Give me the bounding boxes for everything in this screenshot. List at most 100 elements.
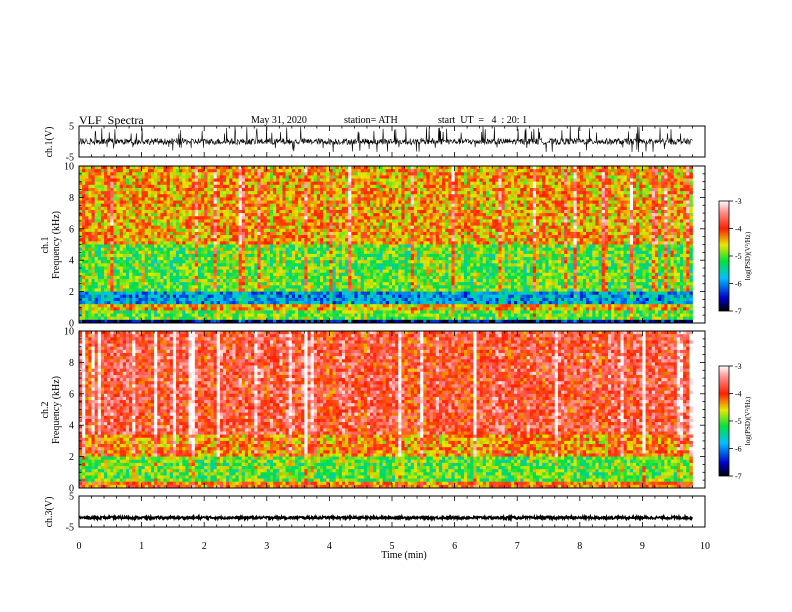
spectrogram-cell — [129, 209, 133, 214]
spectrogram-cell — [298, 216, 302, 220]
spectrogram-cell — [141, 191, 146, 195]
spectrogram-cell — [210, 172, 214, 176]
spectrogram-cell — [570, 209, 574, 214]
spectrogram-cell — [91, 216, 96, 220]
spectrogram-cell — [194, 172, 199, 176]
spectrogram-cell — [110, 191, 114, 195]
spectrogram-cell — [135, 244, 139, 249]
spectrogram-cell — [473, 194, 477, 198]
spectrogram-cell — [182, 206, 186, 211]
spectrogram-cell — [642, 178, 646, 183]
spectrogram-cell — [125, 187, 130, 192]
spectrogram-cell — [163, 235, 168, 239]
spectrogram-cell — [482, 203, 487, 208]
spectrogram-cell — [135, 178, 139, 183]
spectrogram-cell — [235, 181, 240, 186]
spectrogram-cell — [125, 184, 130, 189]
spectrogram-cell — [401, 231, 405, 236]
spectrogram-cell — [604, 175, 609, 179]
spectrogram-cell — [320, 209, 324, 214]
spectrogram-cell — [232, 187, 236, 192]
spectrogram-cell — [169, 228, 174, 233]
spectrogram-cell — [648, 203, 653, 208]
spectrogram-cell — [348, 184, 352, 189]
spectrogram-cell — [251, 216, 255, 220]
spectrogram-cell — [507, 209, 512, 214]
spectrogram-cell — [276, 187, 280, 192]
spectrogram-cell — [335, 169, 340, 173]
spectrogram-cell — [517, 222, 521, 227]
spectrogram-cell — [91, 194, 96, 198]
spectrogram-cell — [548, 172, 553, 176]
spectrogram-cell — [617, 169, 621, 173]
spectrogram-cell — [482, 228, 487, 233]
spectrogram-cell — [561, 166, 565, 170]
spectrogram-cell — [398, 219, 402, 223]
spectrogram-cell — [244, 213, 249, 217]
spectrogram-cell — [689, 166, 693, 170]
spectrogram-cell — [166, 216, 171, 220]
spectrogram-cell — [551, 231, 556, 236]
spectrogram-cell — [125, 225, 130, 230]
spectrogram-cell — [207, 172, 211, 176]
spectrogram-cell — [633, 169, 637, 173]
spectrogram-cell — [182, 203, 186, 208]
spectrogram-cell — [104, 187, 108, 192]
spectrogram-cell — [373, 231, 377, 236]
spectrogram-cell — [523, 238, 527, 242]
spectrogram-cell — [501, 213, 506, 217]
spectrogram-cell — [147, 228, 152, 233]
spectrogram-cell — [269, 169, 274, 173]
spectrogram-cell — [370, 222, 374, 227]
spectrogram-cell — [504, 235, 509, 239]
spectrogram-cell — [689, 200, 693, 205]
spectrogram-cell — [147, 172, 152, 176]
spectrogram-cell — [658, 181, 662, 186]
spectrogram-cell — [463, 191, 468, 195]
spectrogram-cell — [94, 187, 99, 192]
spectrogram-cell — [294, 172, 299, 176]
spectrogram-cell — [448, 231, 452, 236]
spectrogram-cell — [370, 191, 374, 195]
spectrogram-cell — [226, 231, 230, 236]
spectrogram-cell — [91, 169, 96, 173]
spectrogram-cell — [539, 216, 543, 220]
spectrogram-cell — [517, 194, 521, 198]
spectrogram-cell — [658, 206, 662, 211]
spectrogram-cell — [238, 241, 243, 245]
spectrogram-cell — [626, 235, 631, 239]
spectrogram-cell — [113, 191, 117, 195]
spectrogram-cell — [304, 169, 308, 173]
spectrogram-cell — [435, 241, 440, 245]
spectrogram-cell — [595, 166, 599, 170]
spectrogram-cell — [122, 172, 127, 176]
spectrogram-cell — [235, 235, 240, 239]
spectrogram-cell — [601, 213, 606, 217]
spectrogram-cell — [226, 181, 230, 186]
spectrogram-cell — [351, 184, 355, 189]
spectrogram-cell — [392, 178, 396, 183]
spectrogram-cell — [154, 200, 158, 205]
spectrogram-cell — [301, 244, 305, 249]
spectrogram-cell — [664, 238, 668, 242]
spectrogram-cell — [489, 235, 493, 239]
spectrogram-cell — [495, 166, 499, 170]
spectrogram-cell — [222, 222, 227, 227]
spectrogram-cell — [532, 235, 537, 239]
spectrogram-cell — [504, 225, 509, 230]
spectrogram-cell — [607, 235, 612, 239]
spectrogram-cell — [204, 197, 208, 201]
spectrogram-cell — [185, 175, 189, 179]
spectrogram-cell — [398, 231, 402, 236]
spectrogram-cell — [232, 178, 236, 183]
spectrogram-cell — [645, 175, 650, 179]
spectrogram-cell — [382, 238, 387, 242]
spectrogram-cell — [97, 187, 102, 192]
spectrogram-cell — [426, 216, 430, 220]
spectrogram-cell — [654, 225, 659, 230]
spectrogram-cell — [670, 206, 675, 211]
spectrogram-cell — [661, 197, 665, 201]
spectrogram-cell — [545, 169, 549, 173]
spectrogram-cell — [385, 238, 390, 242]
spectrogram-cell — [454, 187, 459, 192]
